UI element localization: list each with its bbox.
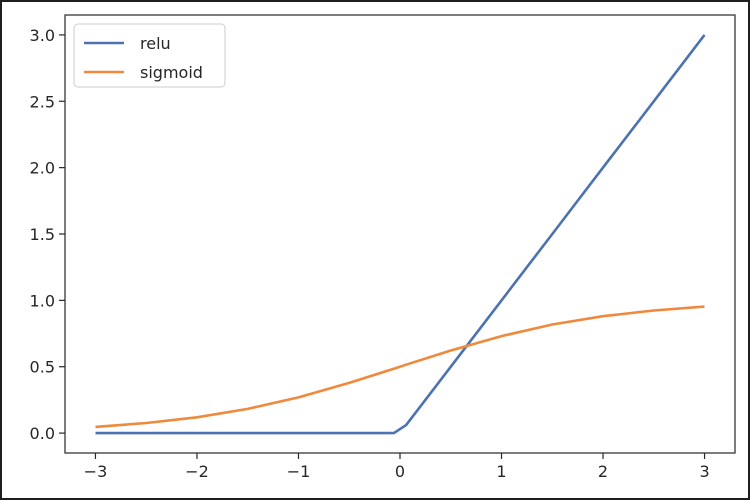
x-tick-label: −2 bbox=[185, 462, 209, 481]
legend-label-relu: relu bbox=[140, 34, 171, 53]
series-line-relu bbox=[95, 34, 706, 435]
y-tick-label: 0.5 bbox=[30, 358, 55, 377]
x-tick-label: −3 bbox=[84, 462, 108, 481]
legend: relu sigmoid bbox=[73, 23, 226, 88]
x-tick-label: 0 bbox=[395, 462, 405, 481]
y-tick-label: 2.0 bbox=[30, 159, 55, 178]
y-tick-label: 0.0 bbox=[30, 424, 55, 443]
x-tick-label: 2 bbox=[598, 462, 608, 481]
y-tick-label: 1.5 bbox=[30, 225, 55, 244]
y-tick-label: 2.5 bbox=[30, 92, 55, 111]
x-tick-label: −1 bbox=[287, 462, 311, 481]
series-line-sigmoid bbox=[95, 305, 705, 429]
y-tick-label: 1.0 bbox=[30, 291, 55, 310]
y-tick-label: 3.0 bbox=[30, 26, 55, 45]
legend-label-sigmoid: sigmoid bbox=[140, 63, 203, 82]
x-tick-label: 1 bbox=[496, 462, 506, 481]
x-tick-label: 3 bbox=[699, 462, 709, 481]
